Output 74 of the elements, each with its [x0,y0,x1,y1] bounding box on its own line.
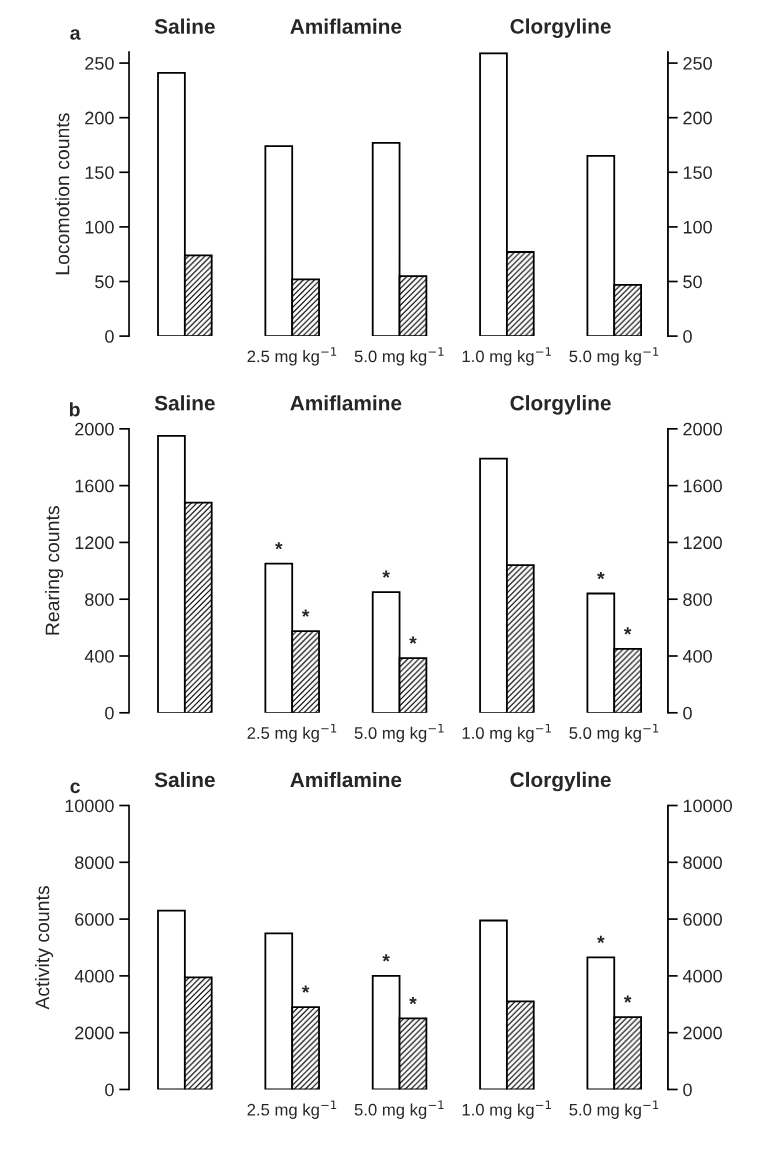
x-tick-label: 5.0 mg kg$^{−1}$ [569,723,659,743]
y2-tick-label: 800 [683,593,712,606]
y2-tick-label: 2000 [683,1026,722,1040]
data-label: * [409,636,417,644]
text: Saline [154,395,215,411]
data-label: * [301,985,310,993]
y-tick-label: 10000 [65,799,114,813]
y-tick-label: 8000 [75,856,114,870]
data-label: * [597,935,605,944]
x-tick-label: 1.0 mg kg$^{−1}$ [462,1100,551,1119]
y-tick-label: 250 [85,57,114,70]
y-tick-label: 0 [105,1083,114,1097]
y-tick-label: 150 [85,166,114,180]
y-axis-title: Locomotion counts [55,113,70,275]
y-tick-label: 800 [85,593,114,606]
text: Saline [154,18,215,34]
data-label: * [382,570,390,578]
text: Amiflamine [290,395,402,411]
x-tick-label: 2.5 mg kg$^{−1}$ [247,347,337,366]
y-tick-label: 2000 [75,422,114,436]
y2-tick-label: 4000 [682,969,722,983]
y2-tick-label: 2000 [683,422,722,436]
y2-tick-label: 1600 [683,479,722,493]
y2-tick-label: 0 [683,1083,692,1097]
y-tick-label: 200 [85,111,114,125]
chart-title: b [69,402,80,417]
x-tick-label: 2.5 mg kg$^{−1}$ [247,1100,337,1119]
y-tick-label: 4000 [74,969,114,983]
text: Saline [154,771,215,788]
text: Amiflamine [290,18,402,34]
y-tick-label: 100 [85,220,114,234]
y2-tick-label: 100 [683,220,712,234]
y2-tick-label: 400 [682,649,712,663]
data-label: * [623,995,632,1003]
y2-tick-label: 10000 [683,799,733,813]
text: Clorgyline [510,18,611,38]
y-axis-title: Rearing counts [45,506,64,635]
x-tick-label: 5.0 mg kg$^{−1}$ [354,723,444,743]
y2-tick-label: 150 [683,166,712,180]
y-tick-label: 0 [105,330,114,343]
text: Amiflamine [290,771,402,788]
x-tick-label: 5.0 mg kg$^{−1}$ [354,347,444,366]
x-tick-label: 5.0 mg kg$^{−1}$ [569,1100,659,1119]
chart-title: c [70,782,80,794]
y-tick-label: 1600 [75,479,114,493]
data-label: * [382,954,390,962]
data-label: * [409,996,417,1005]
y2-tick-label: 0 [683,330,692,343]
y-axis-title: Activity counts [35,886,54,1010]
x-tick-label: 2.5 mg kg$^{−1}$ [247,723,337,743]
data-label: * [623,627,632,635]
data-label: * [275,542,283,550]
y2-tick-label: 200 [683,111,712,125]
y-tick-label: 400 [84,649,114,663]
y-tick-label: 2000 [75,1026,114,1040]
y-tick-label: 0 [105,706,114,720]
x-tick-label: 5.0 mg kg$^{−1}$ [354,1100,444,1119]
y2-tick-label: 6000 [683,913,722,926]
data-label: * [597,571,605,580]
y-tick-label: 1200 [75,536,114,550]
x-tick-label: 1.0 mg kg$^{−1}$ [462,723,551,743]
x-tick-label: 1.0 mg kg$^{−1}$ [462,347,551,366]
y2-tick-label: 0 [683,706,692,720]
y-tick-label: 6000 [75,913,114,926]
y2-tick-label: 50 [683,275,702,289]
text: Clorgyline [510,771,611,792]
y2-tick-label: 8000 [683,856,722,870]
data-label: * [301,609,310,617]
y2-tick-label: 1200 [683,536,722,550]
chart-title: a [70,29,81,40]
y-tick-label: 50 [95,275,114,289]
x-tick-label: 5.0 mg kg$^{−1}$ [569,347,659,366]
text: Clorgyline [510,395,611,415]
y2-tick-label: 250 [683,57,712,70]
